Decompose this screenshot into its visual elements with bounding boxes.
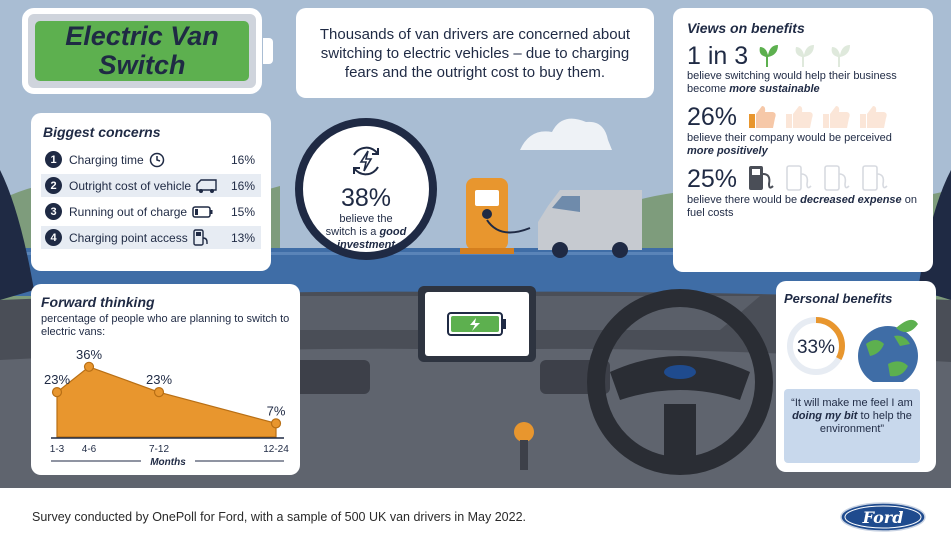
concern-row: 3 Running out of charge 15% bbox=[41, 200, 261, 223]
benefit-text: believe there would be bbox=[687, 194, 798, 206]
charger-icon bbox=[193, 228, 208, 246]
benefit-emph: more positively bbox=[687, 145, 768, 157]
concern-number: 2 bbox=[45, 177, 62, 194]
benefit-emph: more sustainable bbox=[729, 83, 820, 95]
concern-pct: 16% bbox=[230, 152, 255, 167]
personal-ring: 33% bbox=[787, 317, 918, 382]
charging-cycle-icon bbox=[353, 146, 379, 176]
steering-wheel-icon bbox=[587, 289, 773, 475]
title-line-2: Switch bbox=[98, 50, 186, 80]
good-investment-pct: 38% bbox=[340, 184, 392, 212]
personal-card: Personal benefits 33% “It will make me f… bbox=[776, 281, 936, 472]
chart-tick-label: 1-3 bbox=[50, 444, 65, 455]
benefit-fuel: 25% believe there would be decreased exp… bbox=[687, 164, 919, 220]
benefit-sustainable: 1 in 3 believe switching would help thei… bbox=[687, 42, 919, 96]
concern-row: 2 Outright cost of vehicle 16% bbox=[41, 174, 261, 197]
chart-point bbox=[83, 361, 95, 372]
concern-row: 4 Charging point access 13% bbox=[41, 226, 261, 249]
chart-point bbox=[51, 387, 63, 398]
cloud-icon bbox=[520, 118, 612, 150]
good-investment-badge: 38% believe the switch is a good investm… bbox=[295, 118, 437, 260]
forward-title: Forward thinking bbox=[41, 294, 155, 310]
concern-label: Outright cost of vehicle bbox=[69, 178, 192, 193]
chart-value-label: 36% bbox=[76, 347, 102, 362]
charging-station-icon bbox=[460, 178, 531, 254]
good-investment-text: believe the switch is a good investment bbox=[325, 213, 407, 251]
concern-label: Charging time bbox=[69, 152, 144, 167]
benefit-stat: 1 in 3 bbox=[687, 42, 749, 70]
benefit-text: believe switching would help their busin… bbox=[687, 70, 897, 95]
concern-pct: 16% bbox=[230, 178, 255, 193]
concern-pct: 13% bbox=[230, 230, 255, 245]
concern-label: Running out of charge bbox=[69, 204, 188, 219]
benefit-stat: 26% bbox=[687, 103, 738, 131]
chart-point bbox=[153, 387, 165, 398]
chart-value-label: 23% bbox=[44, 372, 70, 387]
concern-label: Charging point access bbox=[69, 230, 188, 245]
chart-tick-label: 12-24 bbox=[263, 444, 289, 455]
footer: Survey conducted by OnePoll for Ford, wi… bbox=[0, 488, 951, 535]
thumbs-up-icon bbox=[749, 106, 887, 128]
concern-row: 1 Charging time 16% bbox=[41, 148, 261, 171]
chart-value-label: 7% bbox=[267, 403, 286, 418]
forward-chart: 23% 1-3 36% 4-6 23% 7-12 7% 12-24 Months bbox=[44, 347, 289, 468]
concern-pct: 15% bbox=[230, 204, 255, 219]
leaf-icon bbox=[759, 45, 851, 67]
concerns-title: Biggest concerns bbox=[43, 124, 161, 140]
forward-card: Forward thinking percentage of people wh… bbox=[31, 284, 300, 475]
screen-battery-icon bbox=[447, 312, 506, 336]
forward-subtitle: percentage of people who are planning to… bbox=[41, 313, 290, 338]
chart-xlabel-bg bbox=[141, 455, 195, 467]
views-title: Views on benefits bbox=[687, 20, 805, 36]
earth-icon bbox=[858, 319, 918, 382]
clock-icon bbox=[149, 152, 164, 167]
concern-number: 4 bbox=[45, 229, 62, 246]
survey-footnote: Survey conducted by OnePoll for Ford, wi… bbox=[32, 510, 526, 524]
concern-number: 3 bbox=[45, 203, 62, 220]
benefit-text: believe their company would be perceived bbox=[687, 132, 892, 144]
chart-xlabel: Months bbox=[150, 457, 186, 468]
van-icon bbox=[196, 178, 217, 193]
benefit-tail: on fuel costs bbox=[687, 194, 917, 219]
personal-title: Personal benefits bbox=[784, 291, 893, 306]
personal-quote: “It will make me feel I am doing my bit … bbox=[784, 389, 920, 463]
concerns-card: Biggest concerns 1 Charging time 16% 2 O… bbox=[31, 113, 271, 271]
title-battery-icon: Electric Van Switch bbox=[22, 8, 273, 94]
benefit-stat: 25% bbox=[687, 165, 738, 193]
personal-pct: 33% bbox=[797, 337, 835, 358]
benefit-emph: decreased expense bbox=[800, 194, 902, 206]
intro-card: Thousands of van drivers are concerned a… bbox=[296, 8, 654, 98]
chart-value-label: 23% bbox=[146, 372, 172, 387]
svg-text:Ford: Ford bbox=[862, 508, 904, 527]
chart-point bbox=[270, 418, 282, 429]
intro-text: Thousands of van drivers are concerned a… bbox=[319, 25, 631, 81]
low-battery-icon bbox=[192, 205, 213, 218]
chart-tick-label: 7-12 bbox=[149, 444, 169, 455]
title-line-1: Electric Van bbox=[65, 21, 219, 51]
electric-van-icon bbox=[538, 190, 642, 258]
concern-number: 1 bbox=[45, 151, 62, 168]
views-card: Views on benefits 1 in 3 believe switchi… bbox=[673, 8, 933, 272]
benefit-positive: 26% believe their company would be perce… bbox=[687, 102, 919, 158]
fuel-pump-icon bbox=[749, 165, 888, 191]
ford-logo: Ford bbox=[840, 502, 926, 532]
chart-tick-label: 4-6 bbox=[82, 444, 97, 455]
